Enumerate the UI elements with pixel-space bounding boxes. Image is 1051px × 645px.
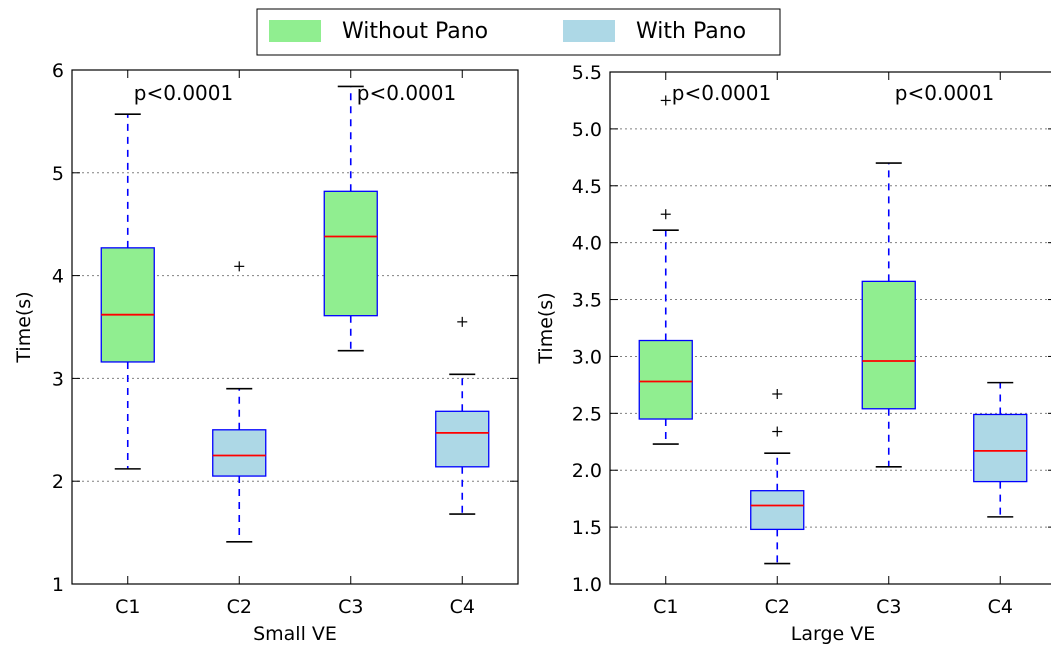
box-c4 [974, 414, 1027, 481]
y-axis-label: Time(s) [535, 292, 557, 364]
box-c4 [436, 411, 489, 467]
plot-frame [610, 72, 1051, 584]
y-tick-label: 1.0 [572, 574, 602, 596]
y-tick-label: 5.0 [572, 119, 602, 141]
legend-label-without-pano: Without Pano [342, 19, 488, 44]
box-c2 [213, 430, 266, 476]
x-tick-label: C4 [450, 596, 475, 618]
p-value-annotation: p<0.0001 [895, 81, 994, 105]
y-tick-label: 3 [52, 368, 64, 390]
outlier-marker [772, 427, 782, 437]
y-tick-label: 5.5 [572, 62, 602, 84]
x-axis-label: Large VE [791, 623, 876, 645]
x-tick-label: C4 [988, 596, 1013, 618]
p-value-annotation: p<0.0001 [134, 81, 233, 105]
x-tick-label: C3 [876, 596, 901, 618]
panel-large-ve: 1.0 1.5 2.0 2.5 3.0 3.5 4.0 4.5 5.0 5.5 C1 C2 C3 C4 p<… [535, 62, 1051, 645]
y-tick-label: 5 [52, 163, 64, 185]
p-value-annotation: p<0.0001 [672, 81, 771, 105]
x-tick-label: C1 [115, 596, 140, 618]
y-tick-label: 2.0 [572, 460, 602, 482]
y-tick-label: 4 [52, 266, 64, 288]
y-tick-label: 6 [52, 60, 64, 82]
y-tick-label: 2 [52, 471, 64, 493]
box-c2 [751, 491, 804, 530]
outlier-marker [661, 209, 671, 219]
outlier-marker [234, 261, 244, 271]
y-tick-label: 2.5 [572, 403, 602, 425]
x-tick-label: C2 [227, 596, 252, 618]
y-tick-label: 3.5 [572, 290, 602, 312]
box-c3 [324, 191, 377, 315]
outlier-marker [772, 389, 782, 399]
legend-swatch-without-pano [269, 20, 321, 42]
p-value-annotation: p<0.0001 [357, 81, 456, 105]
y-tick-label: 4.5 [572, 176, 602, 198]
panel-small-ve: 1 2 3 4 5 6 C1 C2 C3 C4 p<0.0001 p<0.0001 Small VE Ti… [13, 60, 518, 645]
box-c3 [862, 281, 915, 408]
y-tick-label: 3.0 [572, 346, 602, 368]
legend-swatch-with-pano [563, 20, 615, 42]
outlier-marker [661, 95, 671, 105]
x-tick-label: C1 [653, 596, 678, 618]
y-tick-label: 1.5 [572, 517, 602, 539]
outlier-marker [457, 317, 467, 327]
y-axis-label: Time(s) [13, 291, 35, 363]
y-tick-label: 4.0 [572, 233, 602, 255]
box-c1 [101, 248, 154, 362]
x-axis-label: Small VE [253, 623, 337, 645]
y-tick-label: 1 [52, 574, 64, 596]
legend-label-with-pano: With Pano [636, 19, 746, 44]
legend: Without Pano With Pano [257, 9, 780, 55]
x-tick-label: C2 [765, 596, 790, 618]
box-c1 [639, 341, 692, 420]
x-tick-label: C3 [338, 596, 363, 618]
